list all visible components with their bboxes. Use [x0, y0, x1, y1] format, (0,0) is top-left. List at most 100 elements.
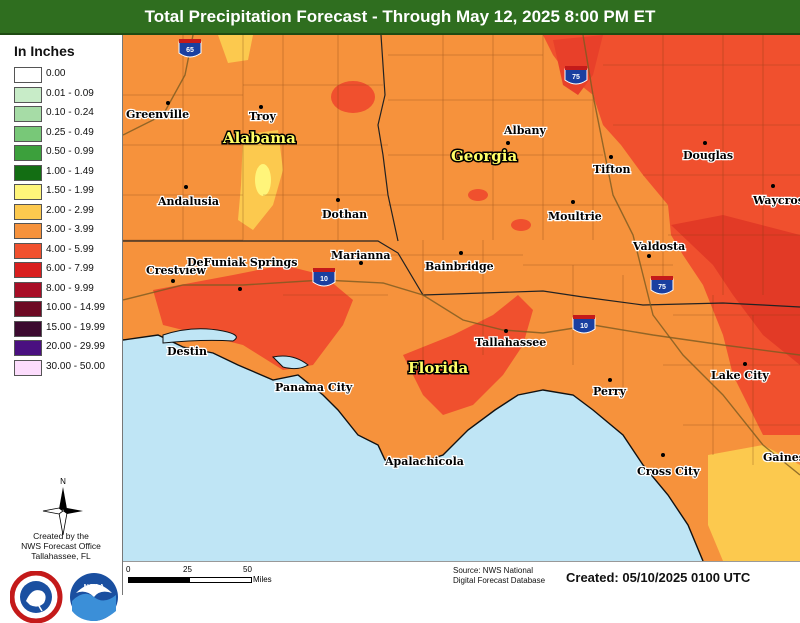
legend-label: 20.00 - 29.99 [46, 341, 105, 352]
city-greenville: Greenville [126, 108, 189, 121]
legend-label: 2.00 - 2.99 [46, 204, 94, 216]
legend-label: 1.00 - 1.49 [46, 165, 94, 177]
legend-item: 10.00 - 14.99 [14, 301, 119, 318]
legend-panel: In Inches 0.00 0.01 - 0.09 0.10 - 0.24 0.25… [0, 35, 123, 623]
source-line: Digital Forecast Database [453, 576, 546, 585]
legend-item: 0.00 [14, 67, 119, 84]
legend-label: 30.00 - 50.00 [46, 360, 105, 372]
legend-item: 0.01 - 0.09 [14, 86, 119, 104]
map-title: Total Precipitation Forecast - Through M… [0, 0, 800, 35]
legend-item: 6.00 - 7.99 [14, 262, 119, 279]
legend-swatch [14, 242, 42, 259]
map-footer: 0 25 50 Miles Source: NWS National Digit… [123, 561, 800, 596]
legend-item: 15.00 - 19.99 [14, 320, 119, 338]
legend-label: 0.01 - 0.09 [46, 87, 94, 99]
scale-label: 25 [183, 565, 192, 574]
legend-item: 1.00 - 1.49 [14, 164, 119, 182]
city-valdosta: Valdosta [632, 240, 685, 253]
legend-item: 20.00 - 29.99 [14, 340, 119, 357]
rain-zone-4-6-west [153, 265, 353, 370]
state-label-florida: Florida [408, 359, 468, 377]
city-dothan: Dothan [322, 208, 367, 221]
legend-swatch [14, 106, 42, 122]
legend-label: 0.00 [46, 68, 66, 79]
legend-swatch [14, 184, 42, 200]
legend-item: 0.25 - 0.49 [14, 125, 119, 143]
legend-swatch [14, 320, 42, 337]
city-panama-city: Panama City [275, 381, 353, 394]
legend-label: 3.00 - 3.99 [46, 224, 94, 235]
legend-swatch [14, 281, 42, 298]
city-andalusia: Andalusia [157, 195, 219, 208]
noaa-text: NOAA [84, 584, 105, 591]
state-line-fl [123, 240, 800, 308]
legend-label: 0.10 - 0.24 [46, 107, 94, 118]
city-moultrie: Moultrie [548, 210, 602, 223]
interstate-75 [582, 35, 800, 476]
city-tifton: Tifton [593, 163, 631, 176]
data-source: Source: NWS National Digital Forecast Da… [453, 566, 545, 586]
highway-label: 10 [580, 323, 588, 330]
coastline [123, 334, 704, 561]
city-douglas: Douglas [683, 149, 733, 162]
legend-title: In Inches [14, 43, 75, 59]
precipitation-map: 65 75 10 10 75 Alabama Georgia Florida G… [123, 35, 800, 561]
legend-label: 1.50 - 1.99 [46, 185, 94, 196]
legend-item: 30.00 - 50.00 [14, 359, 119, 377]
created-timestamp: Created: 05/10/2025 0100 UTC [566, 570, 751, 585]
bay-water [271, 355, 309, 370]
nws-logo-icon [10, 571, 63, 623]
rain-zone-4-6-tallahassee [403, 295, 533, 415]
scale-label: 50 [243, 565, 252, 574]
rain-spot [511, 219, 531, 231]
i75-shield-icon: 75 [564, 66, 588, 85]
city-gainesville: Gainesville [763, 451, 800, 464]
credit-line: Tallahassee, FL [31, 551, 91, 561]
rain-zone-2-3-north [218, 35, 253, 63]
rain-zone-1-5-2-alabama [255, 164, 271, 196]
legend-label: 0.25 - 0.49 [46, 126, 94, 138]
agency-logos: NOAA [10, 571, 118, 623]
city-markers: Greenville Troy Andalusia Dothan Albany … [125, 101, 800, 479]
i75-shield-icon: 75 [650, 276, 674, 295]
city-marianna: Marianna [331, 249, 391, 262]
rain-spot [468, 189, 488, 201]
legend-item: 4.00 - 5.99 [14, 242, 119, 260]
legend-swatch [14, 262, 42, 278]
legend-label: 8.00 - 9.99 [46, 282, 94, 294]
north-arrow-icon: N [42, 477, 83, 535]
i10-shield-icon: 10 [572, 315, 596, 334]
scale-label: 0 [126, 565, 131, 574]
city-destin: Destin [167, 345, 207, 358]
legend-item: 8.00 - 9.99 [14, 281, 119, 299]
i10-shield-icon: 10 [312, 268, 336, 287]
source-line: Source: NWS National [453, 566, 534, 575]
county-lines [123, 35, 800, 465]
legend-swatch [14, 359, 42, 376]
bay-water [162, 328, 237, 344]
credit-line: NWS Forecast Office [21, 541, 101, 551]
legend-item: 0.50 - 0.99 [14, 145, 119, 162]
legend-swatch [14, 301, 42, 317]
rain-spot [331, 81, 375, 113]
city-crestview: Crestview [146, 264, 206, 277]
highway-label: 10 [320, 276, 328, 283]
legend-item: 1.50 - 1.99 [14, 184, 119, 201]
legend-label: 15.00 - 19.99 [46, 321, 105, 333]
city-lake-city: Lake City [711, 369, 769, 382]
highway-label: 75 [572, 74, 580, 81]
state-line-al-ga [377, 35, 399, 242]
city-defuniak-springs: DeFuniak Springs [187, 256, 297, 269]
city-bainbridge: Bainbridge [425, 260, 494, 273]
legend-item: 0.10 - 0.24 [14, 106, 119, 123]
legend-swatch [14, 86, 42, 103]
interstate-10 [123, 279, 800, 356]
city-apalachicola: Apalachicola [384, 455, 464, 468]
legend-item: 2.00 - 2.99 [14, 203, 119, 221]
legend-item: 3.00 - 3.99 [14, 223, 119, 240]
city-perry: Perry [593, 385, 627, 398]
city-troy: Troy [249, 110, 277, 123]
city-tallahassee: Tallahassee [475, 336, 546, 349]
city-albany: Albany [503, 124, 547, 137]
legend-swatch [14, 125, 42, 142]
